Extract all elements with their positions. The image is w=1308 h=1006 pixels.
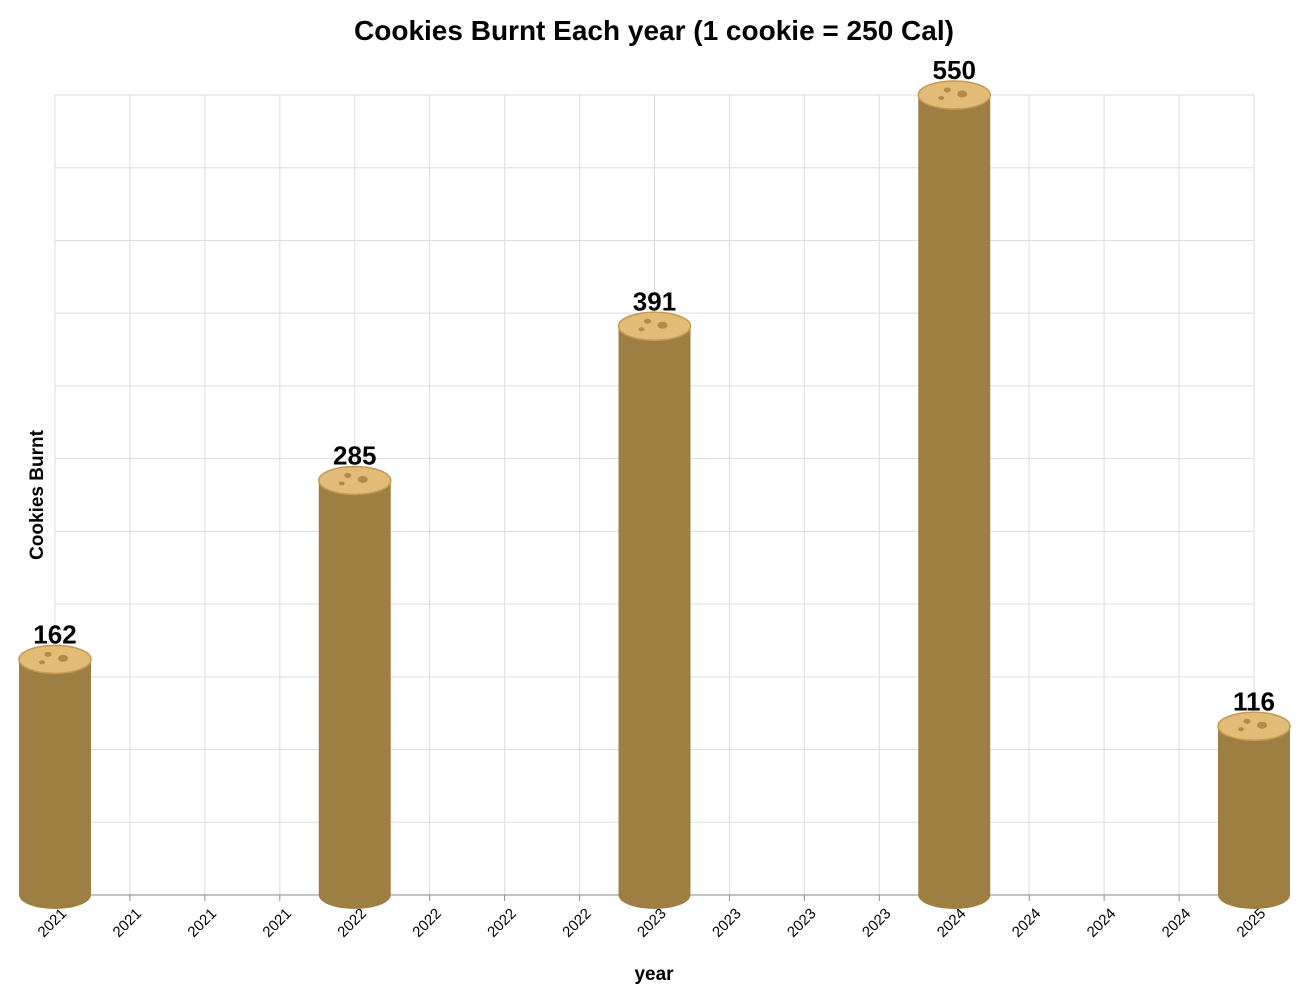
bar-body	[618, 326, 691, 896]
x-tick-label: 2024	[1009, 905, 1045, 941]
bar-body	[19, 659, 91, 895]
bar-value-label: 162	[33, 619, 76, 649]
cookie-chip	[1243, 718, 1251, 724]
bar-bottom-cap	[318, 881, 391, 909]
x-tick-label: 2022	[409, 905, 445, 941]
data-labels: 162 285 391 550 116	[33, 55, 1275, 716]
x-tick-label: 2024	[1084, 905, 1120, 941]
y-axis-title: Cookies Burnt	[27, 429, 48, 560]
cookie-chip	[357, 475, 368, 483]
x-tick-label: 2021	[259, 905, 295, 941]
bar-bottom-cap	[1218, 881, 1290, 909]
cookie-chip	[938, 96, 945, 100]
bar-value-label: 116	[1233, 686, 1275, 716]
chart-title: Cookies Burnt Each year (1 cookie = 250 …	[354, 15, 954, 46]
x-tick-label: 2024	[1159, 905, 1195, 941]
x-tick-label: 2021	[110, 905, 146, 941]
x-tick-label: 2022	[334, 905, 370, 941]
bar-bottom-cap	[618, 881, 691, 909]
bar-value-label: 550	[933, 55, 976, 85]
cookie-chip	[943, 87, 951, 93]
cookie-chip	[957, 90, 968, 98]
x-tick-label: 2023	[859, 905, 895, 941]
bar-body	[918, 95, 991, 895]
x-tick-label: 2022	[484, 905, 520, 941]
bar-cookie-top	[1217, 711, 1291, 742]
bar-cookie-top	[318, 465, 392, 496]
bars	[18, 80, 1291, 909]
bar-cookie-top	[917, 80, 991, 110]
cookie-chip	[39, 660, 45, 665]
cookie-chip	[44, 651, 52, 657]
cookie-chip	[1238, 727, 1244, 732]
bar-body	[1218, 726, 1290, 895]
x-tick-label: 2021	[184, 905, 220, 941]
cookie-chip	[638, 327, 645, 332]
cookie-chip	[344, 472, 352, 478]
x-tick-label: 2023	[709, 905, 745, 941]
x-tick-label: 2022	[559, 905, 595, 941]
cookie-chip	[338, 481, 345, 486]
bar-bottom-cap	[19, 881, 91, 909]
bar-value-label: 285	[333, 440, 376, 470]
x-tick-label: 2023	[784, 905, 820, 941]
cookie-chip	[644, 318, 651, 324]
cookie-chip	[1257, 721, 1267, 729]
bar-cookie-top	[18, 644, 92, 675]
cookie-chip	[58, 654, 68, 662]
x-tick-label: 2023	[634, 905, 670, 941]
bar-cookie-top	[617, 311, 692, 342]
x-tick-label: 2021	[35, 905, 71, 941]
bar-value-label: 391	[633, 286, 676, 316]
bar-body	[318, 480, 391, 895]
x-tick-label: 2025	[1234, 905, 1270, 941]
x-axis-title: year	[634, 964, 674, 985]
bar-bottom-cap	[918, 881, 991, 909]
x-tick-label: 2024	[934, 905, 970, 941]
cookie-chip	[657, 321, 668, 329]
